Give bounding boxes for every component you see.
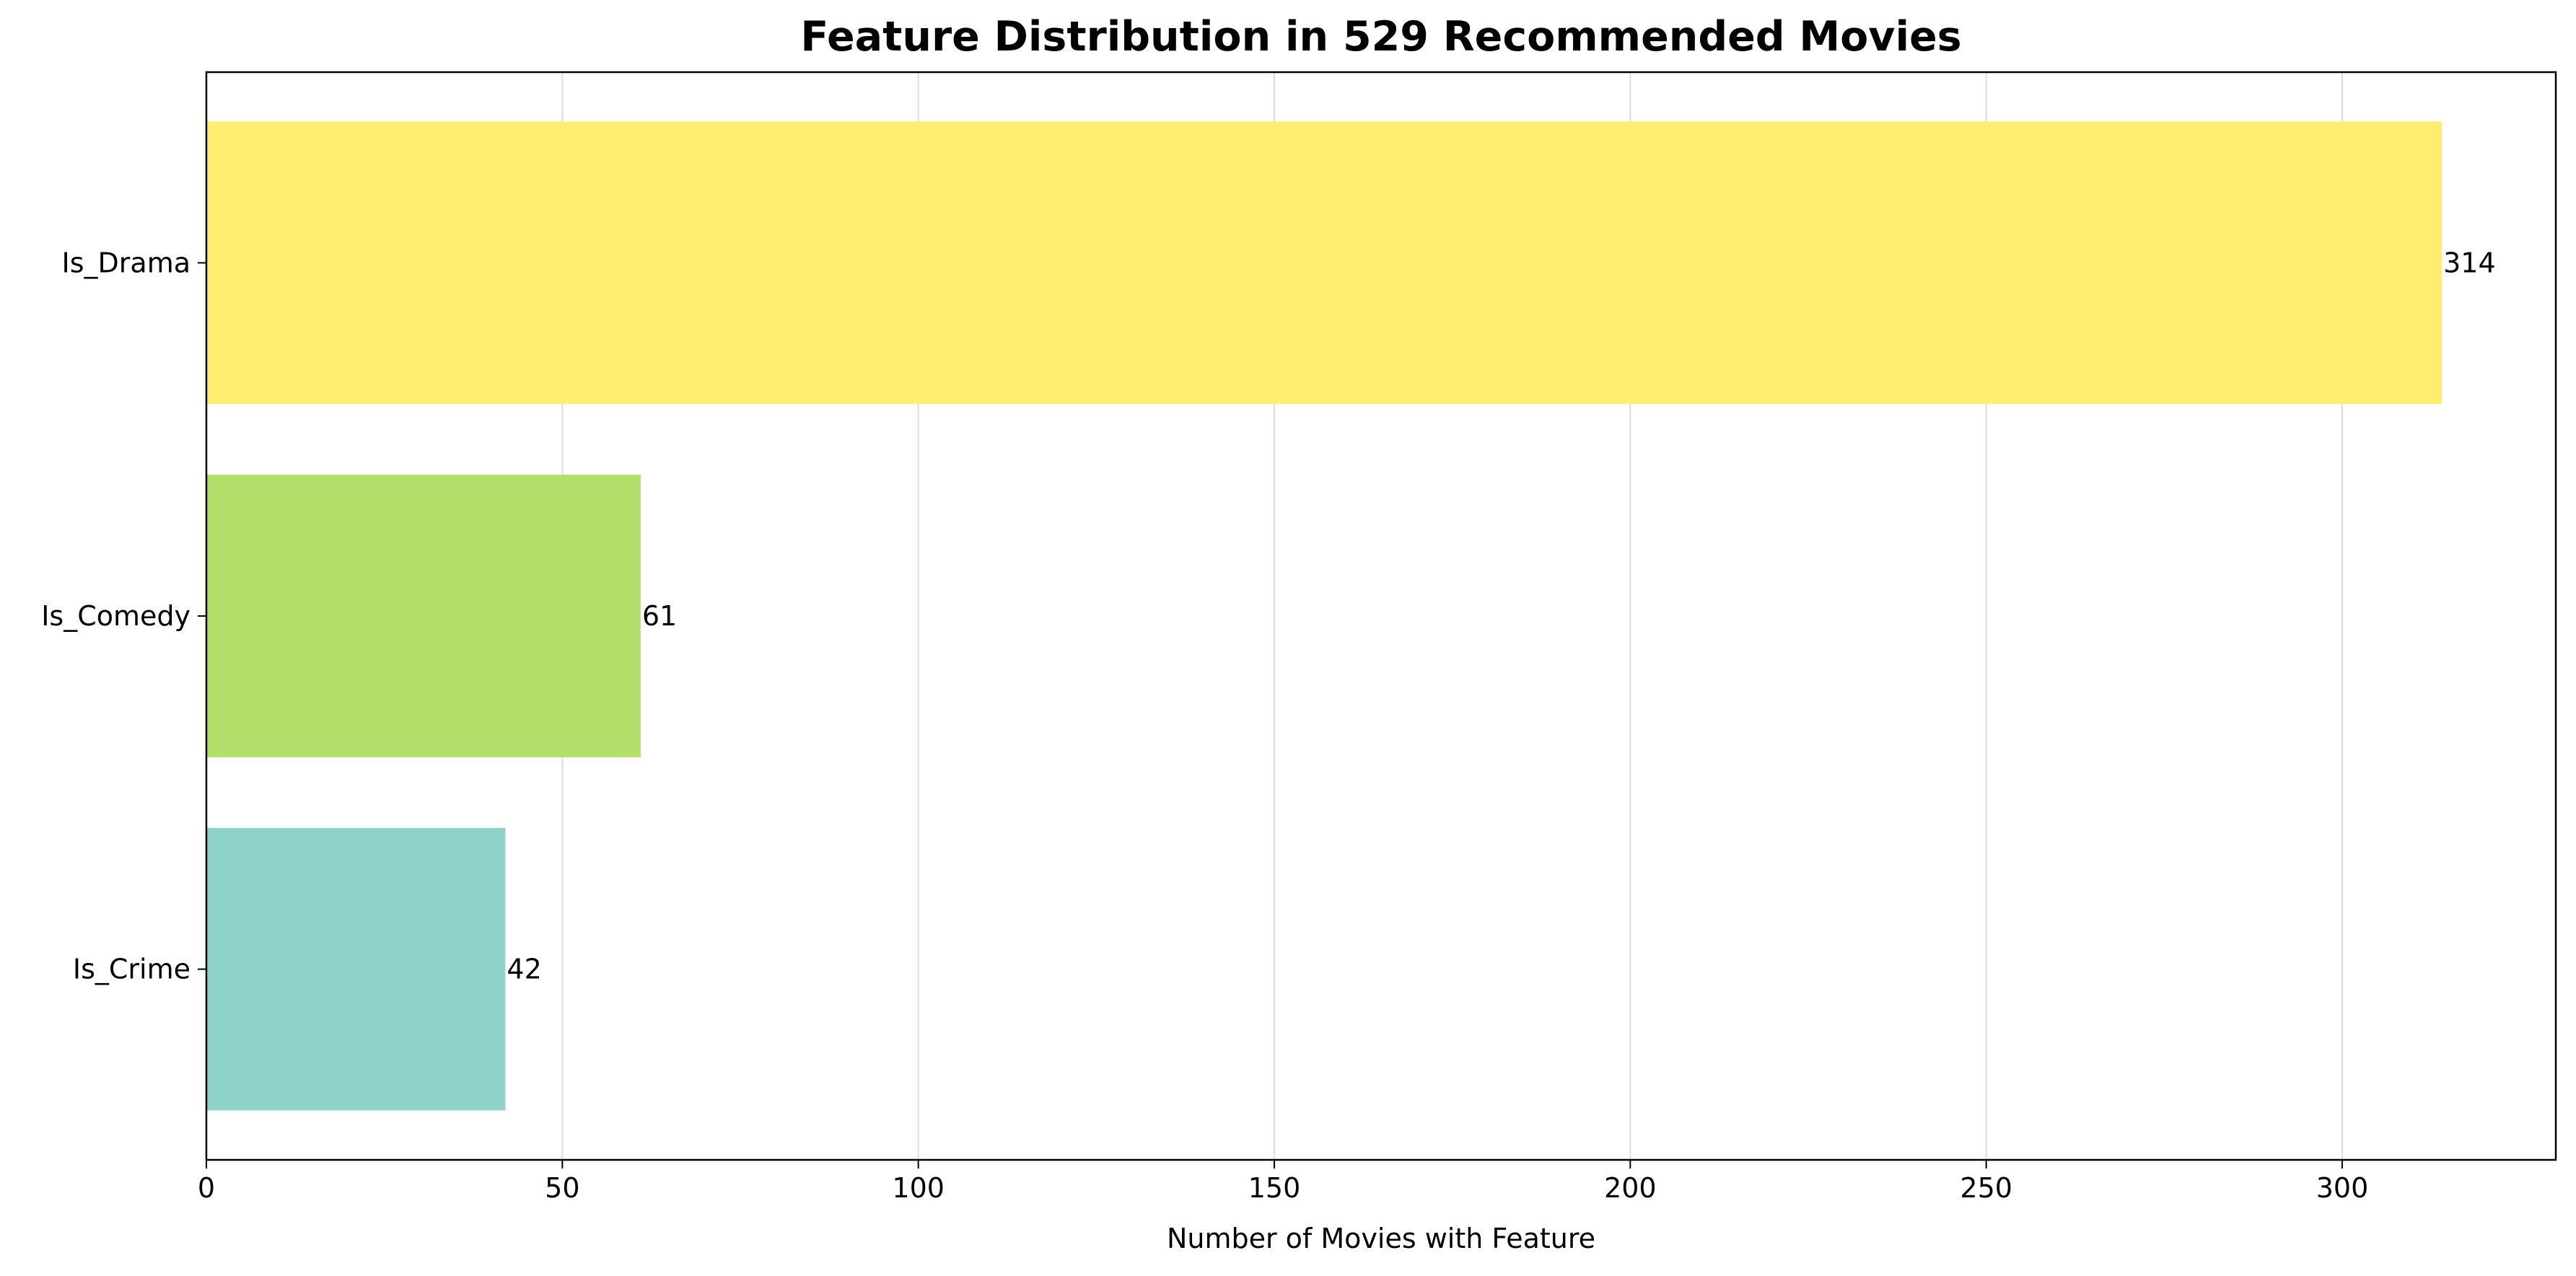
chart-title: Feature Distribution in 529 Recommended … bbox=[800, 13, 1961, 61]
y-tick-label: Is_Comedy bbox=[41, 600, 190, 632]
y-tick-label: Is_Crime bbox=[73, 954, 190, 985]
bars bbox=[206, 121, 2443, 1111]
bar-value-label: 42 bbox=[507, 954, 541, 985]
bar-is-crime bbox=[206, 827, 506, 1111]
data-labels: 42 61 314 bbox=[507, 247, 2495, 985]
x-tick-label: 200 bbox=[1604, 1172, 1657, 1204]
bar-value-label: 314 bbox=[2443, 247, 2496, 278]
bar-is-comedy bbox=[206, 475, 641, 757]
x-tick-label: 150 bbox=[1248, 1172, 1301, 1204]
x-axis-label: Number of Movies with Feature bbox=[1167, 1223, 1595, 1254]
y-tick-label: Is_Drama bbox=[62, 247, 190, 278]
bar-is-drama bbox=[206, 121, 2443, 405]
axis-ticks: 0 50 100 150 200 250 300 Is_Crime Is_Comedy Is_Dr… bbox=[41, 247, 2368, 1204]
bar-value-label: 61 bbox=[642, 600, 677, 632]
x-tick-label: 0 bbox=[198, 1172, 215, 1204]
x-tick-label: 50 bbox=[545, 1172, 579, 1204]
x-tick-label: 250 bbox=[1960, 1172, 2012, 1204]
x-tick-label: 100 bbox=[892, 1172, 945, 1204]
x-tick-label: 300 bbox=[2316, 1172, 2369, 1204]
